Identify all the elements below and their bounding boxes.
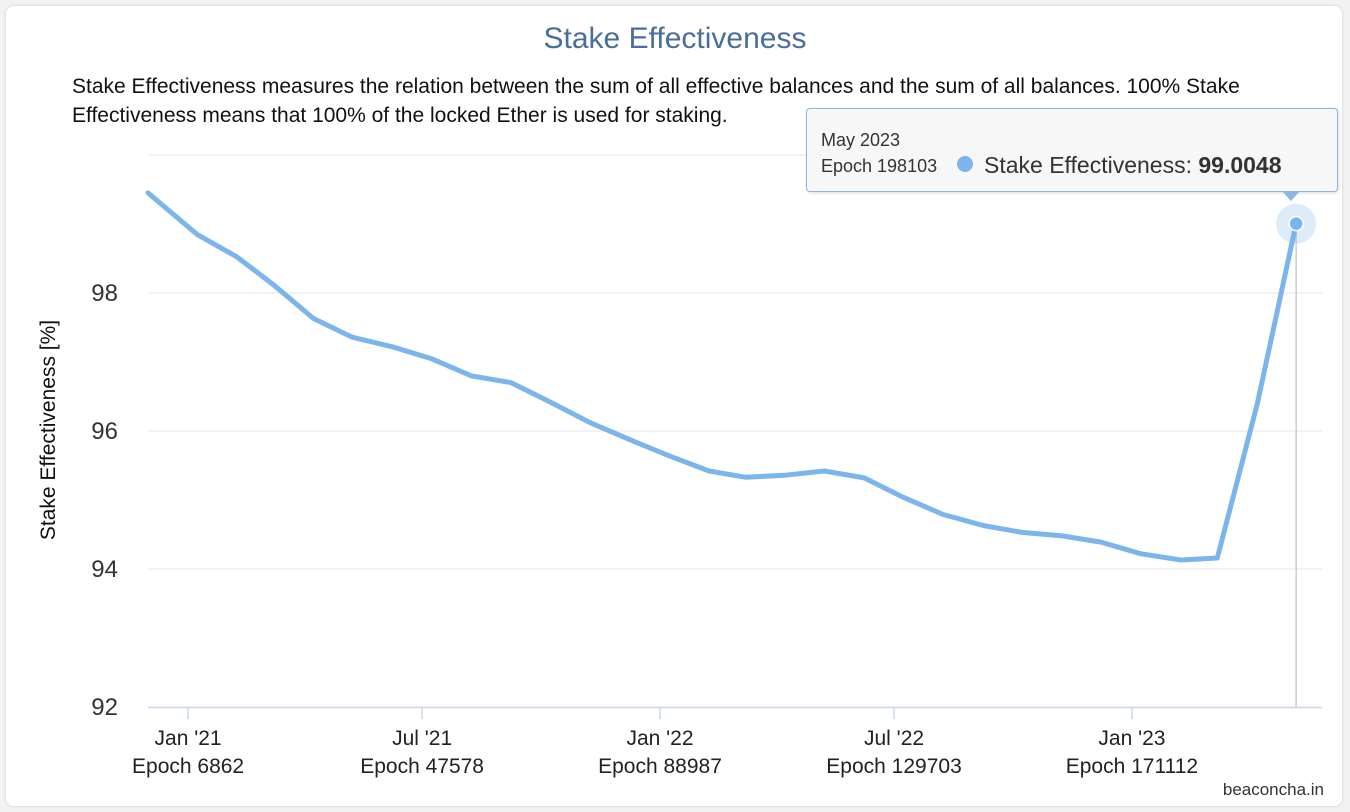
y-tick-label: 98 — [91, 280, 118, 307]
x-tick-epoch-label: Epoch 88987 — [598, 755, 722, 778]
x-tick-label: Jul '21 — [392, 727, 452, 750]
chart-title: Stake Effectiveness — [543, 22, 807, 55]
y-tick-label: 94 — [91, 556, 118, 583]
y-axis: Stake Effectiveness [%] 92 94 96 98 — [37, 280, 118, 721]
hover-marker[interactable] — [1276, 203, 1317, 244]
x-tick-epoch-label: Epoch 6862 — [132, 755, 244, 778]
x-tick-label: Jan '23 — [1098, 727, 1165, 750]
y-tick-label: 92 — [91, 694, 118, 721]
series-stake-effectiveness[interactable] — [145, 190, 1299, 563]
x-tick-epoch-label: Epoch 47578 — [360, 755, 484, 778]
tooltip-series-label: Stake Effectiveness: — [984, 152, 1199, 178]
x-tick-label: Jan '22 — [626, 727, 693, 750]
tooltip-epoch: Epoch 198103 — [821, 156, 938, 176]
gridlines — [148, 154, 1322, 570]
y-axis-title: Stake Effectiveness [%] — [37, 320, 60, 540]
tooltip: May 2023 Epoch 198103 Stake Effectivenes… — [806, 108, 1338, 201]
chart-subtitle: Stake Effectiveness measures the relatio… — [72, 75, 1240, 127]
tooltip-value: 99.0048 — [1198, 152, 1282, 178]
x-tick-label: Jan '21 — [155, 727, 222, 750]
tooltip-date: May 2023 — [821, 130, 901, 150]
hover-point[interactable] — [1288, 215, 1304, 232]
x-tick-label: Jul '22 — [864, 727, 924, 750]
y-tick-label: 96 — [91, 418, 118, 445]
series-line[interactable] — [145, 190, 1299, 563]
x-axis: Jan '21 Epoch 6862 Jul '21 Epoch 47578 Jan '… — [132, 706, 1322, 778]
x-tick-epoch-label: Epoch 171112 — [1066, 755, 1198, 778]
x-tick-epoch-label: Epoch 129703 — [826, 755, 961, 778]
tooltip-series-dot-icon — [957, 156, 973, 172]
credit-link[interactable]: beaconcha.in — [1222, 780, 1324, 799]
tooltip-series: Stake Effectiveness: 99.0048 — [984, 152, 1282, 179]
